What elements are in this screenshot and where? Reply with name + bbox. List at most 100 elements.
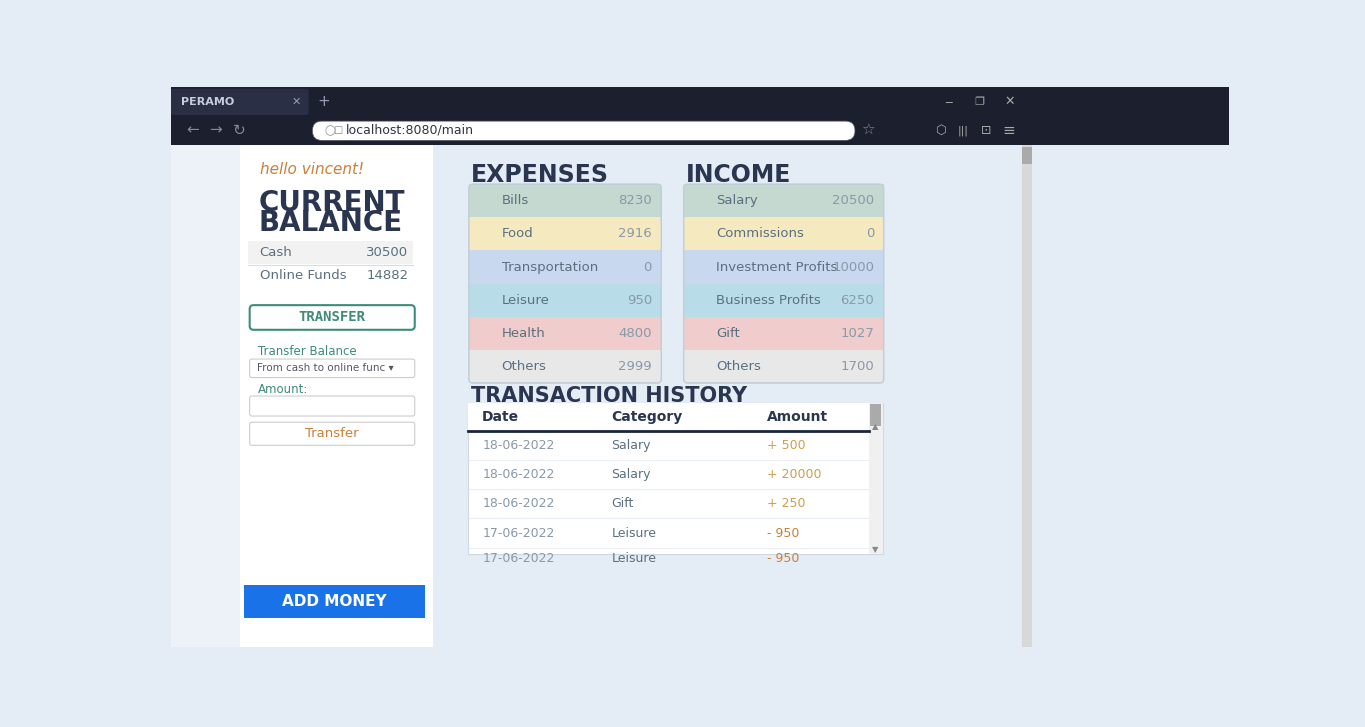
Text: Amount:: Amount: [258,383,308,396]
Text: □: □ [333,125,343,135]
Bar [433,145,1021,647]
Text: Leisure: Leisure [612,526,657,539]
Text: 1027: 1027 [841,326,875,340]
Text: Amount: Amount [767,410,827,424]
FancyBboxPatch shape [250,422,415,446]
Text: →: → [209,123,222,138]
Text: Transportation: Transportation [501,260,598,273]
Text: 18-06-2022: 18-06-2022 [482,497,554,510]
Text: |||: ||| [957,125,968,136]
Text: 30500: 30500 [366,246,408,260]
Text: Food: Food [501,228,534,241]
Bar [470,350,661,383]
Bar [171,145,1228,647]
Text: hello vincent!: hello vincent! [259,162,364,177]
Text: localhost:8080/main: localhost:8080/main [345,124,474,137]
Text: 4800: 4800 [618,326,652,340]
Text: 17-06-2022: 17-06-2022 [482,526,554,539]
FancyBboxPatch shape [250,359,415,377]
Bar [470,184,661,217]
Text: ▲: ▲ [872,422,878,430]
Bar [1021,145,1032,647]
Bar [468,403,870,430]
Bar [171,87,1228,116]
Text: BALANCE: BALANCE [258,209,403,237]
Text: 18-06-2022: 18-06-2022 [482,439,554,451]
Text: Salary: Salary [717,194,758,207]
Text: Investment Profits: Investment Profits [717,260,838,273]
Bar [684,217,883,251]
Text: Commissions: Commissions [717,228,804,241]
Text: 1700: 1700 [841,360,875,373]
Bar [684,350,883,383]
FancyBboxPatch shape [250,305,415,330]
Text: Transfer: Transfer [304,427,359,441]
Text: 2916: 2916 [618,228,652,241]
FancyBboxPatch shape [313,121,854,140]
Text: ▼: ▼ [872,545,878,554]
Text: Cash: Cash [259,246,292,260]
Text: + 500: + 500 [767,439,805,451]
Text: Business Profits: Business Profits [717,294,820,307]
Text: 6250: 6250 [841,294,875,307]
Text: ◯: ◯ [324,125,334,136]
Text: Others: Others [717,360,762,373]
Bar [248,241,414,265]
Text: Gift: Gift [612,497,633,510]
Text: Salary: Salary [612,468,651,481]
FancyBboxPatch shape [250,396,415,416]
Bar [684,184,883,217]
Text: TRANSFER: TRANSFER [299,310,366,324]
Text: ≡: ≡ [1003,123,1016,138]
Text: - 950: - 950 [767,526,799,539]
Text: 950: 950 [627,294,652,307]
Text: ⊡: ⊡ [980,124,991,137]
Text: ←: ← [186,123,199,138]
Text: 0: 0 [643,260,652,273]
Text: - 950: - 950 [767,553,799,566]
Text: ❐: ❐ [975,97,984,107]
Text: Gift: Gift [717,326,740,340]
Text: Health: Health [501,326,545,340]
Text: ↻: ↻ [232,123,246,138]
Text: 18-06-2022: 18-06-2022 [482,468,554,481]
Text: + 250: + 250 [767,497,805,510]
Text: +: + [317,95,330,109]
Text: Salary: Salary [612,439,651,451]
Bar [468,403,883,554]
Bar [684,251,883,284]
Text: 0: 0 [865,228,875,241]
Text: Others: Others [501,360,546,373]
Bar [684,317,883,350]
Text: ✕: ✕ [292,97,300,107]
Text: 10000: 10000 [833,260,875,273]
Text: + 20000: + 20000 [767,468,822,481]
Text: INCOME: INCOME [687,163,792,187]
Text: EXPENSES: EXPENSES [471,163,609,187]
FancyBboxPatch shape [470,184,661,383]
FancyBboxPatch shape [684,184,883,383]
Text: From cash to online func ▾: From cash to online func ▾ [258,364,394,373]
Bar [470,317,661,350]
Text: ✕: ✕ [1005,95,1016,108]
Bar [248,340,416,344]
Text: Leisure: Leisure [612,553,657,566]
Bar [244,585,425,618]
Text: 17-06-2022: 17-06-2022 [482,553,554,566]
Bar [171,145,240,647]
Text: 8230: 8230 [618,194,652,207]
Bar [470,217,661,251]
Text: 20500: 20500 [833,194,875,207]
Text: Online Funds: Online Funds [259,270,347,282]
Text: CURRENT: CURRENT [258,189,404,217]
Bar [870,404,880,426]
Text: ⬡: ⬡ [935,124,946,137]
Bar [171,116,1228,145]
Bar [470,284,661,317]
Text: PERAMO: PERAMO [182,97,235,107]
Text: Bills: Bills [501,194,528,207]
Bar [1022,148,1032,164]
Text: Category: Category [612,410,682,424]
FancyBboxPatch shape [171,89,308,115]
Text: ─: ─ [946,97,953,107]
